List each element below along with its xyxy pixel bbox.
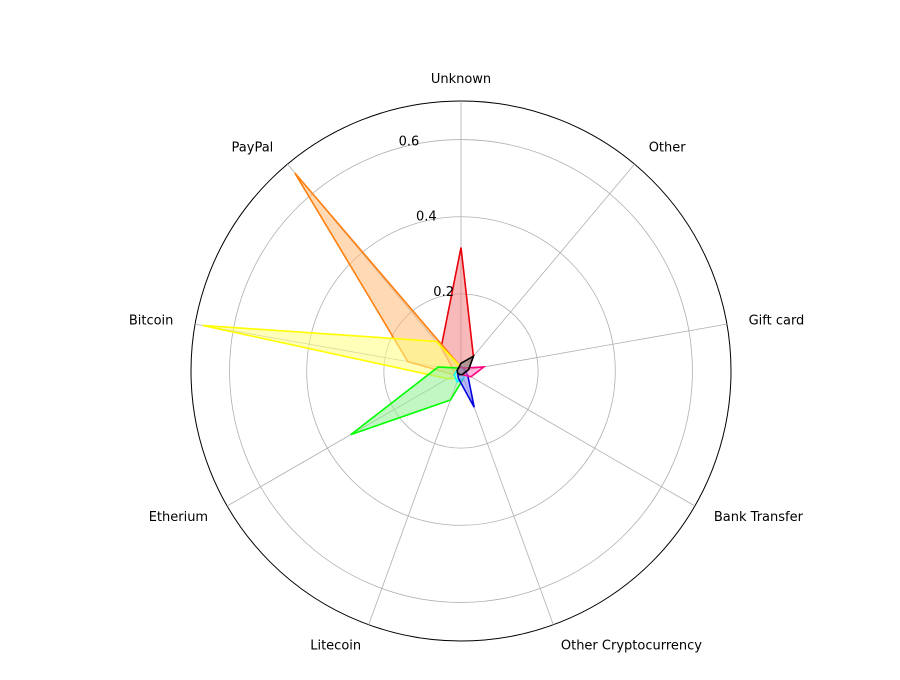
- series-area: [350, 366, 465, 435]
- category-label: Unknown: [431, 72, 491, 87]
- series-layer: [202, 172, 487, 436]
- category-label: PayPal: [232, 140, 274, 155]
- radial-tick-label: 0.4: [416, 210, 437, 225]
- spoke-line: [460, 323, 727, 372]
- series-area: [202, 325, 465, 379]
- category-label: Other: [649, 140, 687, 155]
- category-label: Etherium: [149, 510, 208, 525]
- spoke-line: [460, 163, 635, 372]
- spoke-line: [368, 370, 462, 625]
- category-label: Gift card: [749, 313, 805, 328]
- category-label: Other Cryptocurrency: [561, 638, 702, 653]
- radial-tick-label: 0.6: [399, 135, 420, 150]
- radial-tick-label: 0.2: [433, 285, 454, 300]
- label-layer: 0.2 0.4 0.6 Unknown Other Gift card Bank Trans…: [129, 72, 804, 653]
- spoke-line: [460, 370, 696, 507]
- spoke-line: [460, 370, 554, 625]
- category-label: Litecoin: [310, 638, 361, 653]
- series-area: [457, 367, 475, 408]
- category-label: Bank Transfer: [714, 510, 804, 525]
- series-area: [441, 247, 474, 375]
- category-label: Bitcoin: [129, 313, 174, 328]
- series-line: [456, 354, 475, 376]
- series-area: [457, 356, 474, 375]
